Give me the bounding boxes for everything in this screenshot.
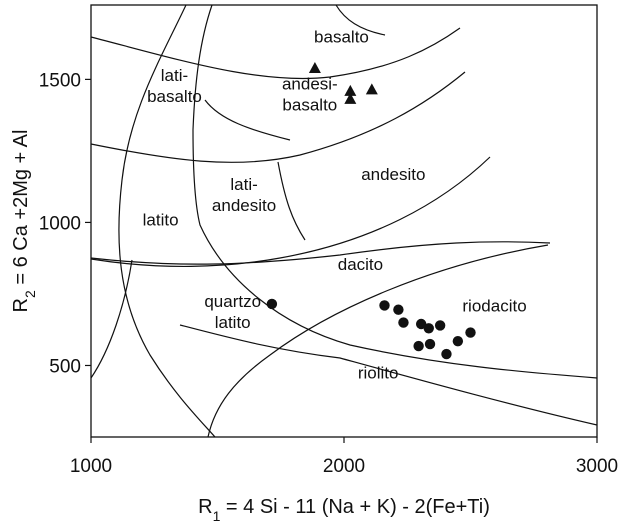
y-tick-label: 1000 — [39, 213, 81, 234]
circle-marker — [413, 340, 424, 352]
x-axis-title: R1 = 4 Si - 11 (Na + K) - 2(Fe+Ti) — [198, 496, 490, 524]
triangle-marker — [344, 84, 357, 96]
circle-marker — [452, 335, 464, 347]
region-label: riolito — [358, 364, 399, 383]
circle-marker — [393, 304, 404, 315]
boundary-line — [118, 4, 216, 438]
boundary-line — [335, 4, 386, 36]
boundary-line — [207, 244, 549, 438]
x-axis: 1000 2000 3000 — [70, 437, 618, 477]
region-label: basalto — [314, 27, 369, 46]
boundary-line — [90, 241, 551, 265]
boundary-line — [90, 259, 133, 379]
boundary-line — [179, 324, 598, 426]
boundary-line — [277, 161, 306, 241]
triangle-marker — [344, 92, 357, 104]
region-labels: basalto lati-basalto andesi-basalto andesit… — [143, 27, 527, 382]
y-axis-title: R2 = 6 Ca +2Mg + Al — [10, 130, 38, 313]
x-tick-label: 2000 — [323, 456, 365, 477]
circle-marker — [465, 327, 476, 338]
circle-marker — [434, 320, 446, 331]
boundary-line — [192, 4, 598, 379]
circle-marker — [379, 300, 390, 311]
region-label: latito — [143, 211, 179, 230]
circle-marker — [423, 323, 434, 334]
circle-marker — [398, 317, 409, 328]
boundary-line — [90, 156, 491, 267]
boundary-line — [90, 27, 461, 80]
y-axis: 500 1000 1500 — [39, 70, 91, 377]
circle-marker — [266, 298, 278, 310]
triangle-marker — [308, 61, 321, 73]
region-label: quartzo latito — [204, 292, 261, 332]
region-label: riodacito — [462, 296, 526, 315]
x-tick-label: 3000 — [576, 456, 618, 477]
boundary-line — [90, 71, 466, 163]
circle-marker — [424, 338, 436, 350]
boundary-line — [204, 99, 291, 141]
circle-marker — [441, 348, 452, 360]
region-label: dacito — [338, 255, 383, 274]
data-markers — [266, 61, 476, 360]
region-label: lati-andesito — [212, 175, 276, 215]
y-tick-label: 500 — [49, 356, 81, 377]
region-label: lati-basalto — [147, 66, 202, 106]
x-tick-label: 1000 — [70, 456, 112, 477]
plot-area: basalto lati-basalto andesi-basalto andesit… — [90, 4, 598, 438]
region-label: andesito — [361, 165, 425, 184]
triangle-marker — [365, 83, 378, 95]
circle-marker — [415, 318, 427, 330]
region-label: andesi-basalto — [282, 75, 338, 115]
y-tick-label: 1500 — [39, 70, 81, 91]
